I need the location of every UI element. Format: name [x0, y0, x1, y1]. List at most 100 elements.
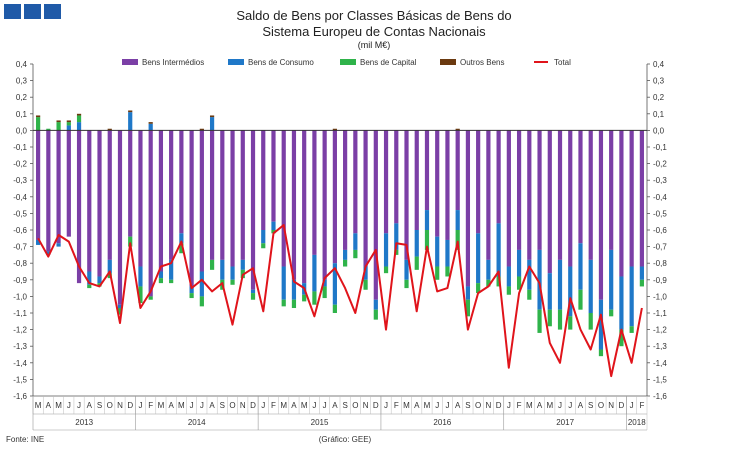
bar-bens-capital: [46, 128, 51, 131]
bars: [36, 110, 644, 357]
bar-bens-intermedios: [209, 130, 215, 260]
x-tick-label: D: [496, 401, 502, 410]
x-tick-label: M: [546, 401, 553, 410]
bar-bens-intermedios: [189, 130, 194, 287]
x-tick-label: M: [526, 401, 533, 410]
y-tick-label-left: -1,4: [13, 359, 27, 368]
legend-swatch: [228, 59, 244, 65]
bar-bens-intermedios: [76, 130, 82, 284]
bar-bens-capital: [179, 243, 184, 254]
year-label: 2016: [433, 418, 451, 427]
bar-bens-intermedios: [404, 130, 409, 260]
y-tick-label-right: -1,3: [653, 342, 667, 351]
bar-bens-consumo: [445, 239, 450, 267]
legend-label: Bens de Consumo: [248, 58, 314, 67]
bar-bens-consumo: [394, 223, 399, 250]
y-tick-label-right: 0,0: [653, 126, 665, 135]
x-tick-label: S: [588, 401, 593, 410]
bar-bens-intermedios: [343, 130, 348, 250]
y-tick-label-right: -0,8: [653, 259, 667, 268]
bar-bens-intermedios: [598, 130, 604, 300]
x-tick-label: J: [568, 401, 572, 410]
bar-bens-consumo: [557, 259, 563, 310]
bar-bens-capital: [465, 299, 471, 317]
bar-bens-consumo: [414, 230, 419, 257]
bar-bens-intermedios: [353, 130, 358, 234]
y-tick-label-left: -1,2: [13, 326, 27, 335]
legend-label: Outros Bens: [460, 58, 504, 67]
bar-bens-capital: [588, 313, 593, 330]
logo-block: [44, 4, 61, 19]
bar-bens-capital: [435, 266, 440, 280]
bar-bens-consumo: [250, 289, 256, 294]
bar-bens-consumo: [158, 271, 164, 279]
bar-bens-intermedios: [578, 130, 583, 244]
x-tick-label: J: [190, 401, 194, 410]
x-tick-label: A: [87, 401, 93, 410]
bar-bens-intermedios: [158, 130, 164, 272]
chart-title-line2: Sistema Europeu de Contas Nacionais: [262, 24, 486, 39]
x-tick-label: J: [77, 401, 81, 410]
bar-bens-consumo: [87, 271, 92, 285]
bar-bens-intermedios: [506, 130, 511, 267]
y-tick-label-left: -1,0: [13, 292, 27, 301]
logo: [4, 4, 61, 19]
bar-bens-consumo: [568, 266, 573, 317]
x-tick-label: S: [220, 401, 225, 410]
axes: 0,4 0,4 0,3 0,3 0,2 0,2 0,1 0,1 0,0 0,0 -0,1 -0,1 -0…: [13, 60, 667, 431]
bar-bens-capital: [629, 326, 634, 333]
bar-bens-consumo: [578, 243, 583, 290]
bar-bens-capital: [506, 286, 511, 295]
bar-bens-capital: [404, 279, 409, 289]
bar-bens-capital: [209, 259, 215, 270]
bar-bens-intermedios: [302, 130, 307, 284]
y-tick-label-right: -0,1: [653, 143, 667, 152]
bar-bens-intermedios: [424, 130, 430, 211]
bar-bens-intermedios: [527, 130, 532, 260]
bar-bens-consumo: [189, 286, 194, 294]
bar-bens-consumo: [516, 249, 522, 277]
x-tick-label: O: [229, 401, 235, 410]
logo-block: [24, 4, 41, 19]
legend: Bens Intermédios Bens de Consumo Bens de C…: [122, 58, 571, 67]
y-tick-label-right: -1,6: [653, 392, 667, 401]
bar-bens-capital: [76, 115, 82, 123]
bar-bens-consumo: [291, 279, 297, 300]
bar-bens-intermedios: [435, 130, 440, 237]
total-line: [37, 224, 643, 378]
bar-bens-consumo: [506, 266, 511, 287]
bar-bens-consumo: [220, 259, 225, 280]
bar-bens-consumo: [209, 117, 215, 131]
bar-bens-capital: [87, 284, 92, 289]
bar-bens-intermedios: [291, 130, 297, 280]
x-tick-label: A: [578, 401, 584, 410]
bar-bens-capital: [455, 230, 460, 250]
legend-bens-intermedios: Bens Intermédios: [122, 58, 204, 67]
y-tick-label-right: -0,9: [653, 276, 667, 285]
bar-bens-capital: [578, 289, 583, 310]
bar-bens-consumo: [598, 299, 604, 350]
bar-bens-consumo: [455, 210, 460, 230]
y-tick-label-left: -1,1: [13, 309, 27, 318]
bar-bens-intermedios: [148, 130, 153, 297]
bar-bens-capital: [598, 349, 604, 357]
y-tick-label-left: 0,1: [16, 110, 28, 119]
bar-bens-intermedios: [179, 130, 184, 234]
bar-bens-intermedios: [322, 130, 327, 280]
bar-outros-bens: [56, 120, 61, 123]
bar-bens-intermedios: [230, 130, 235, 267]
bar-bens-capital: [527, 289, 532, 300]
x-tick-label: M: [424, 401, 431, 410]
source-note: Fonte: INE: [6, 435, 44, 444]
y-tick-label-right: -0,3: [653, 176, 667, 185]
bar-bens-consumo: [66, 125, 71, 131]
x-tick-label: A: [168, 401, 174, 410]
bar-bens-intermedios: [138, 130, 143, 267]
bar-bens-intermedios: [36, 130, 41, 240]
bar-bens-consumo: [261, 230, 266, 244]
bar-bens-consumo: [383, 233, 389, 267]
bar-bens-capital: [158, 278, 164, 284]
y-tick-label-left: -0,6: [13, 226, 27, 235]
bar-bens-intermedios: [465, 130, 471, 287]
x-tick-label: M: [280, 401, 287, 410]
